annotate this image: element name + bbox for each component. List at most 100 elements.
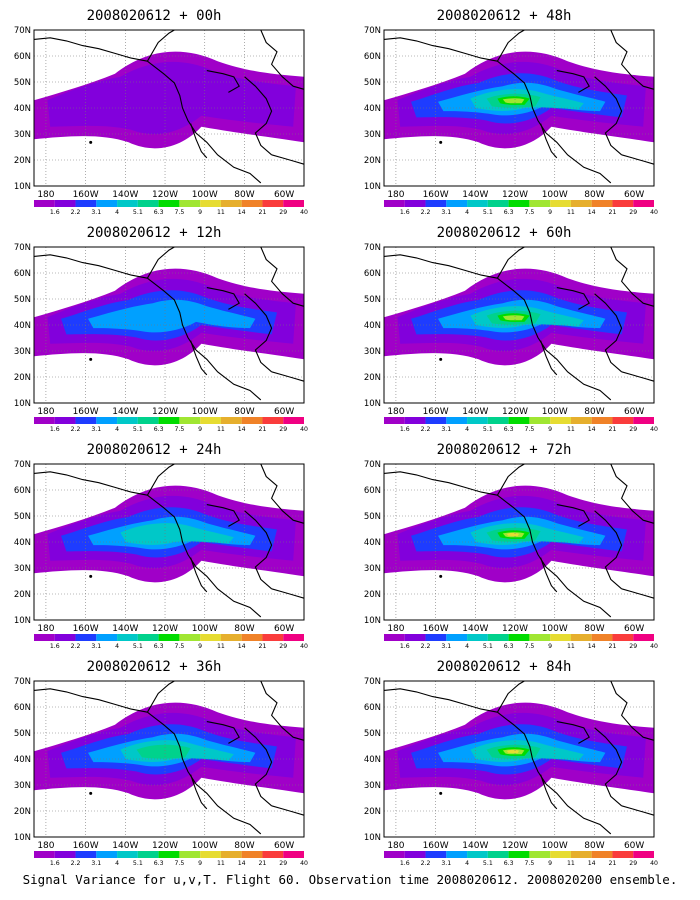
map-border [33,29,305,187]
figure-caption: Signal Variance for u,v,T. Flight 60. Ob… [22,872,678,887]
colorbar-label: 14 [588,643,596,650]
colorbar-label: 1.6 [50,860,60,867]
coastline [271,805,305,816]
colorbar-swatch [467,851,488,858]
island-mark [439,574,443,578]
panel-24h: 2008020612 + 24h 70N 60N 50N 40N 30N 20N 10N 18… [4,442,344,660]
colorbar-label: 5.1 [483,209,493,216]
lat-tick-label: 50N [364,295,381,305]
coastline [146,246,175,279]
coastline [244,727,273,807]
colorbar-label: 40 [650,643,658,650]
colorbar-swatch [591,851,613,858]
colorbar-label: 11 [567,860,575,867]
colorbar-swatch [137,851,159,858]
lat-tick-label: 70N [14,243,31,253]
lat-tick-label: 30N [364,130,381,140]
colorbar-label: 29 [629,860,637,867]
colorbar-label: 21 [609,643,617,650]
map-border [33,680,305,838]
lat-tick-label: 70N [14,460,31,470]
lat-tick-label: 10N [364,616,381,626]
colorbar-label: 9 [548,209,552,216]
coastline [556,721,590,744]
colorbar-label: 14 [238,426,246,433]
colorbar-swatch [137,634,159,641]
colorbar-swatch [75,200,97,207]
colorbar-label: 21 [259,860,267,867]
colorbar-label: 6.3 [154,209,164,216]
lon-tick-label: 80W [234,190,254,200]
colorbar-label: 1.6 [50,426,60,433]
lat-tick-label: 40N [364,538,381,548]
map-plot: 70N 60N 50N 40N 30N 20N 10N 180 160W 140W 120W 100W… [364,460,658,650]
colorbar-label: 7.5 [174,426,184,433]
colorbar-label: 14 [588,209,596,216]
colorbar-label: 4 [115,860,119,867]
variance-contour [506,532,519,537]
colorbar-swatch [591,200,613,207]
lon-tick-label: 80W [584,841,604,851]
colorbar-label: 5.1 [483,860,493,867]
lon-tick-label: 140W [112,841,138,851]
colorbar-label: 14 [238,860,246,867]
colorbar-label: 9 [198,426,202,433]
lon-tick-label: 100W [192,624,218,634]
coastline [594,510,623,590]
colorbar-swatch [612,200,634,207]
coastline [540,557,558,593]
lat-tick-label: 20N [14,807,31,817]
island-mark [439,791,443,795]
lon-tick-label: 60W [274,624,294,634]
panel-title: 2008020612 + 48h [436,8,572,24]
lon-tick-label: 160W [423,624,449,634]
variance-contour [136,744,191,759]
lon-tick-label: 100W [542,407,568,417]
colorbar-swatch [283,200,304,207]
coastline [260,29,305,90]
lat-tick-label: 60N [364,486,381,496]
colorbar-label: 1.6 [400,209,410,216]
colorbar-swatch [137,200,159,207]
coastline [383,37,498,62]
lon-tick-label: 80W [584,190,604,200]
lon-tick-label: 140W [462,624,488,634]
lon-tick-label: 80W [234,407,254,417]
colorbar-swatch [633,200,654,207]
colorbar-swatch [34,417,55,424]
colorbar-label: 11 [217,860,225,867]
colorbar-label: 21 [609,209,617,216]
lon-tick-label: 120W [502,407,528,417]
colorbar-label: 5.1 [483,643,493,650]
lat-tick-label: 40N [364,104,381,114]
lat-tick-label: 60N [14,269,31,279]
colorbar-swatch [384,417,405,424]
coastline [244,510,273,590]
colorbar-label: 6.3 [504,643,514,650]
colorbar-label: 21 [609,426,617,433]
lat-tick-label: 20N [14,156,31,166]
variance-contour [88,299,256,333]
map-border [383,246,655,404]
lat-tick-label: 30N [364,347,381,357]
coastline [206,287,240,310]
colorbar-label: 14 [588,426,596,433]
colorbar-swatch [179,417,201,424]
colorbar-label: 3.1 [441,209,451,216]
colorbar-swatch [570,417,592,424]
map-plot: 70N 60N 50N 40N 30N 20N 10N 180 160W 140W 120W 100W… [14,677,308,867]
lon-tick-label: 180 [387,190,404,200]
lon-tick-label: 140W [462,407,488,417]
coastline [383,471,498,496]
colorbar-swatch [54,200,76,207]
colorbar-swatch [425,851,447,858]
lat-tick-label: 10N [364,182,381,192]
colorbar-swatch [508,634,530,641]
colorbar-label: 11 [217,643,225,650]
colorbar-label: 9 [198,860,202,867]
colorbar-label: 2.2 [421,860,431,867]
lat-tick-label: 60N [14,486,31,496]
coastline [190,557,208,593]
colorbar-swatch [508,417,530,424]
map-border [383,29,655,187]
